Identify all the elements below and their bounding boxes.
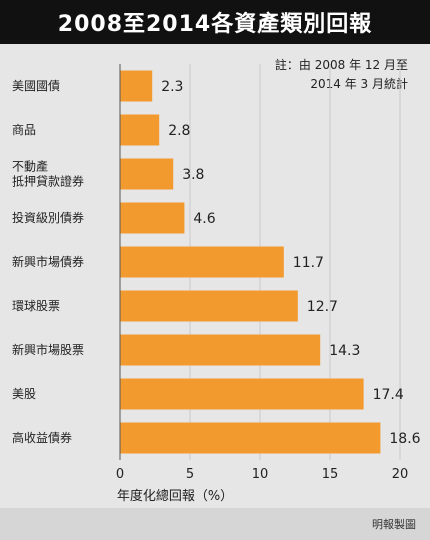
category-label-6: 新興市場股票 — [12, 342, 84, 357]
chart-title-bar: 2008至2014各資產類別回報 — [0, 0, 430, 44]
bar-2 — [120, 158, 174, 190]
value-label-2: 3.8 — [182, 167, 204, 183]
bar-0 — [120, 70, 153, 102]
value-label-1: 2.8 — [168, 123, 190, 139]
x-axis-title: 年度化總回報（%） — [117, 488, 233, 504]
category-label-2-line-1: 抵押貸款證券 — [12, 174, 84, 189]
x-tick-label-2: 10 — [252, 467, 269, 482]
value-label-3: 4.6 — [193, 211, 215, 227]
value-label-6: 14.3 — [329, 343, 360, 359]
value-label-7: 17.4 — [373, 387, 404, 403]
source-credit: 明報製圖 — [372, 518, 416, 531]
x-tick-label-1: 5 — [186, 467, 194, 482]
note-line-2: 2014 年 3 月統計 — [310, 77, 408, 91]
bar-7 — [120, 378, 364, 410]
bar-4 — [120, 246, 284, 278]
bar-6 — [120, 334, 321, 366]
bar-1 — [120, 114, 160, 146]
value-label-5: 12.7 — [307, 299, 338, 315]
footer: 明報製圖 — [0, 508, 430, 540]
axis-layer: 0 5 10 15 20 年度化總回報（%） — [116, 64, 408, 504]
x-tick-label-0: 0 — [116, 467, 124, 482]
note-line-1: 註：由 2008 年 12 月至 — [274, 58, 408, 72]
category-label-2-line-0: 不動產 — [12, 159, 48, 174]
chart-note: 註：由 2008 年 12 月至 2014 年 3 月統計 — [208, 56, 408, 94]
category-label-7: 美股 — [12, 387, 36, 401]
bar-3 — [120, 202, 185, 234]
value-label-4: 11.7 — [293, 255, 324, 271]
bars-layer — [120, 70, 381, 454]
value-label-8: 18.6 — [389, 431, 420, 447]
x-tick-label-3: 15 — [322, 467, 339, 482]
category-label-1: 商品 — [12, 122, 36, 137]
category-label-8: 高收益債券 — [12, 430, 72, 445]
x-tick-label-4: 20 — [392, 467, 409, 482]
bar-8 — [120, 422, 381, 454]
category-label-4: 新興市場債券 — [12, 254, 84, 269]
category-label-3: 投資級別債券 — [12, 210, 84, 225]
chart-title: 2008至2014各資產類別回報 — [57, 12, 373, 37]
category-label-0: 美國國債 — [12, 78, 60, 93]
category-label-5: 環球股票 — [12, 299, 60, 313]
value-label-0: 2.3 — [161, 79, 183, 95]
bar-5 — [120, 290, 298, 322]
